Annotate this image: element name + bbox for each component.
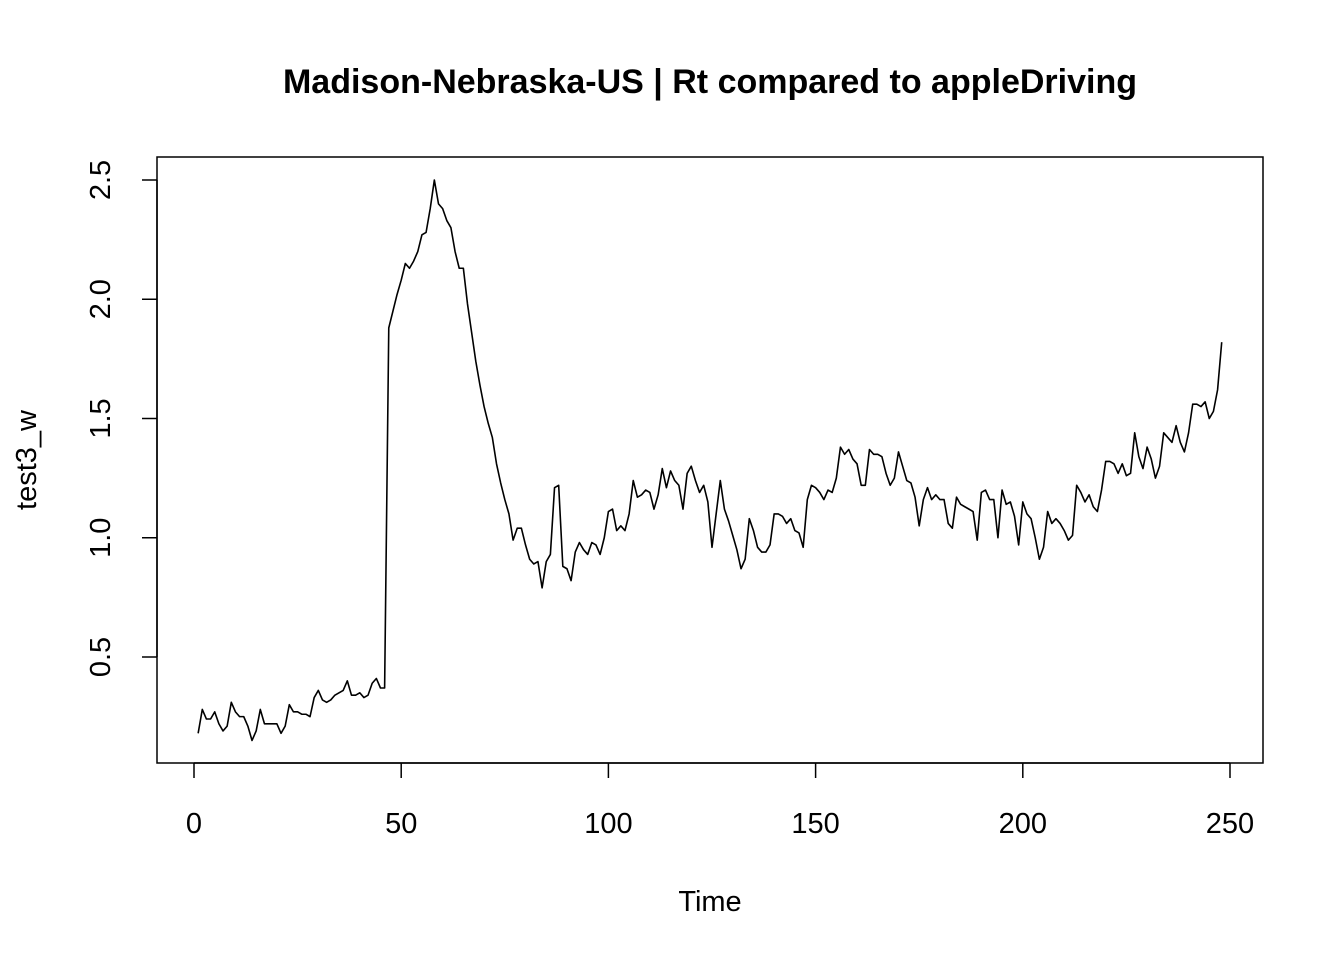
x-tick-label: 100: [584, 808, 632, 840]
y-axis: 0.5 1.0 1.5 2.0 2.5: [85, 160, 158, 677]
y-tick-label: 2.5: [85, 160, 117, 200]
plot-frame: [156, 156, 1264, 764]
y-tick-label: 1.0: [85, 518, 117, 558]
series-line: [197, 179, 1223, 742]
y-tick-label: 0.5: [85, 637, 117, 677]
y-tick-label: 2.0: [85, 279, 117, 319]
y-tick-label: 1.5: [85, 398, 117, 438]
x-tick-label: 200: [999, 808, 1047, 840]
x-tick-label: 0: [186, 808, 202, 840]
x-tick-label: 150: [791, 808, 839, 840]
y-axis-label: test3_w: [11, 409, 43, 510]
x-axis: 0 50 100 150 200 250: [186, 762, 1254, 840]
x-tick-label: 50: [385, 808, 417, 840]
chart-title: Madison-Nebraska-US | Rt compared to app…: [283, 63, 1137, 101]
x-axis-label: Time: [678, 886, 741, 918]
x-tick-label: 250: [1206, 808, 1254, 840]
